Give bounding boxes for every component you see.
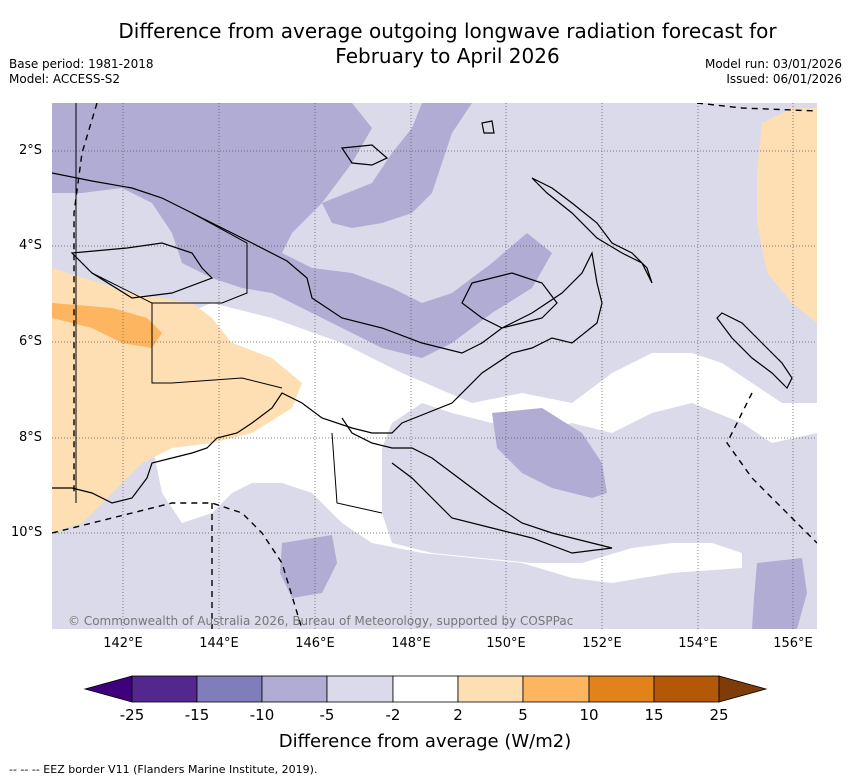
anomaly-region-orange-northeast xyxy=(757,108,817,323)
colorbar-tick: 10 xyxy=(579,706,599,724)
metadata-right: Model run: 03/01/2026 Issued: 06/01/2026 xyxy=(705,57,842,87)
colorbar-extend-high xyxy=(718,675,768,703)
colorbar-tick: -10 xyxy=(249,706,275,724)
base-period: Base period: 1981-2018 xyxy=(9,57,154,71)
colorbar-extend-low xyxy=(83,675,133,703)
colorbar-tick: 25 xyxy=(709,706,729,724)
copyright-notice: © Commonwealth of Australia 2026, Bureau… xyxy=(68,614,574,628)
anomaly-region-orange-core xyxy=(52,303,162,348)
colorbar-bin-1 xyxy=(131,675,198,703)
lon-label-154e: 154°E xyxy=(678,636,718,651)
anomaly-region-white xyxy=(152,303,817,583)
anomaly-region-purple-coral xyxy=(280,535,337,598)
internal-borders xyxy=(75,103,383,514)
lon-label-146e: 146°E xyxy=(295,636,335,651)
colorbar-bin-3 xyxy=(261,675,328,703)
colorbar-bin-6 xyxy=(457,675,524,703)
model-run: Model run: 03/01/2026 xyxy=(704,57,842,71)
graticule xyxy=(52,103,817,629)
lon-label-142e: 142°E xyxy=(103,636,143,651)
colorbar-tick: 15 xyxy=(644,706,664,724)
metadata-left: Base period: 1981-2018 Model: ACCESS-S2 xyxy=(9,57,154,87)
lat-label-8s: 8°S xyxy=(19,430,43,445)
lon-label-156e: 156°E xyxy=(773,636,813,651)
anomaly-region-purple-bismarck xyxy=(322,103,472,228)
title-line-2: February to April 2026 xyxy=(335,44,560,68)
title-line-1: Difference from average outgoing longwav… xyxy=(118,19,777,43)
lat-label-4s: 4°S xyxy=(19,238,43,253)
lon-label-144e: 144°E xyxy=(199,636,239,651)
coastlines xyxy=(52,120,793,554)
colorbar-tick: -25 xyxy=(119,706,145,724)
anomaly-region-purple-south xyxy=(492,408,607,498)
lon-label-148e: 148°E xyxy=(391,636,431,651)
colorbar-bin-5 xyxy=(392,675,459,703)
colorbar-bin-7 xyxy=(522,675,590,703)
colorbar xyxy=(83,675,768,703)
colorbar-bin-4 xyxy=(326,675,394,703)
chart-title: Difference from average outgoing longwav… xyxy=(60,19,835,69)
anomaly-region-purple-east xyxy=(752,558,807,629)
colorbar-tick: 5 xyxy=(518,706,528,724)
colorbar-tick: 2 xyxy=(453,706,463,724)
issued-date: Issued: 06/01/2026 xyxy=(726,72,842,86)
colorbar-tick: -15 xyxy=(184,706,210,724)
colorbar-label: Difference from average (W/m2) xyxy=(278,731,572,752)
lat-label-6s: 6°S xyxy=(19,334,43,349)
map-panel[interactable] xyxy=(52,103,817,629)
lon-label-150e: 150°E xyxy=(486,636,526,651)
colorbar-bin-9 xyxy=(653,675,720,703)
eez-legend: -- -- -- EEZ border V11 (Flanders Marine… xyxy=(9,763,318,776)
lon-label-152e: 152°E xyxy=(582,636,622,651)
colorbar-tick: -2 xyxy=(385,706,401,724)
lat-label-2s: 2°S xyxy=(19,143,43,158)
anomaly-region-purple-north xyxy=(52,103,552,358)
eez-borders xyxy=(52,103,817,629)
colorbar-bin-8 xyxy=(588,675,655,703)
model-name: Model: ACCESS-S2 xyxy=(9,72,121,86)
map-svg xyxy=(52,103,817,629)
colorbar-bin-2 xyxy=(196,675,263,703)
lat-label-10s: 10°S xyxy=(11,525,43,540)
colorbar-tick: -5 xyxy=(319,706,335,724)
